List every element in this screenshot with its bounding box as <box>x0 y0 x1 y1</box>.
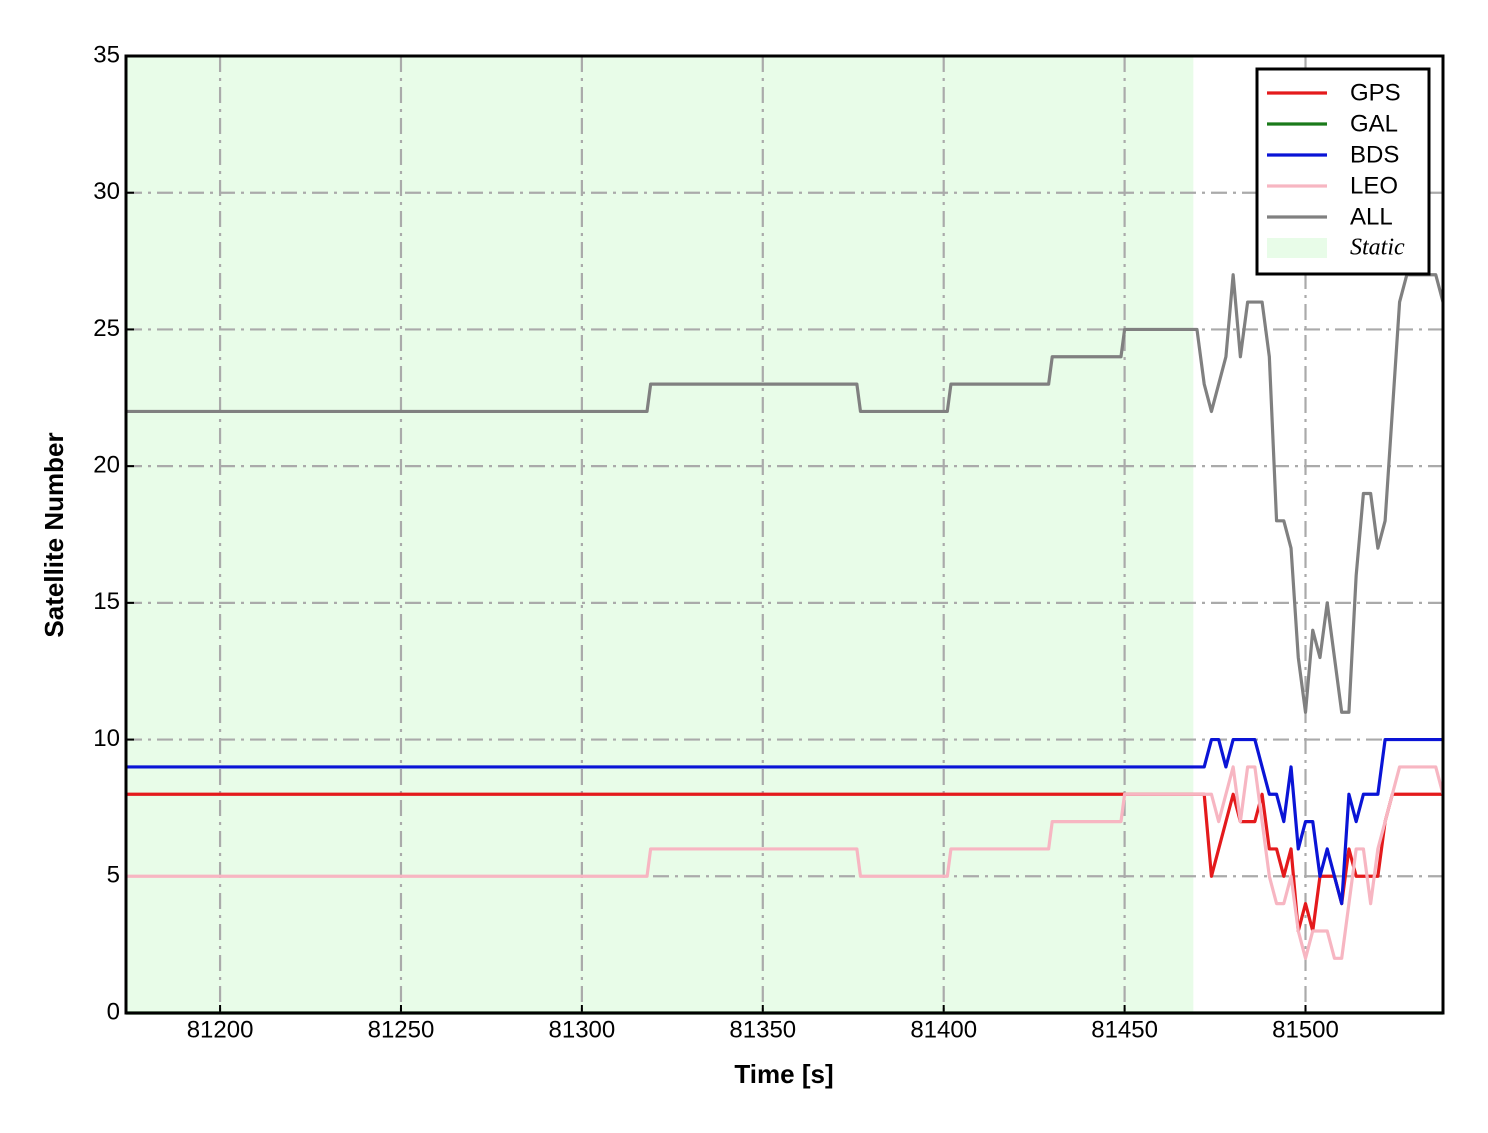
x-axis-label: Time [s] <box>734 1059 833 1089</box>
x-tick-label: 81250 <box>368 1016 435 1043</box>
series-line <box>126 273 1445 714</box>
y-tick-label: 5 <box>107 862 120 889</box>
legend-label: GAL <box>1350 110 1398 137</box>
plot-frame <box>124 54 1445 1015</box>
series-line <box>126 737 1443 906</box>
shaded-region <box>126 56 1194 1013</box>
legend-label: ALL <box>1350 203 1393 230</box>
legend-label: BDS <box>1350 141 1399 168</box>
y-tick-label: 0 <box>107 998 120 1025</box>
series-line <box>126 765 1445 960</box>
y-tick-label: 15 <box>93 588 120 615</box>
legend-label: Static <box>1350 235 1405 261</box>
y-tick-label: 20 <box>93 451 120 478</box>
y-tick-label: 30 <box>93 178 120 205</box>
y-tick-label: 10 <box>93 725 120 752</box>
x-tick-label: 81450 <box>1091 1016 1158 1043</box>
x-tick-label: 81500 <box>1272 1016 1339 1043</box>
y-tick-label: 35 <box>93 41 120 68</box>
x-tick-label: 81350 <box>729 1016 796 1043</box>
y-axis-label: Satellite Number <box>39 432 69 637</box>
x-tick-label: 81400 <box>910 1016 977 1043</box>
legend-label: LEO <box>1350 172 1398 199</box>
x-tick-label: 81300 <box>549 1016 616 1043</box>
y-tick-label: 25 <box>93 315 120 342</box>
legend-swatch <box>1267 238 1327 258</box>
x-tick-label: 81200 <box>187 1016 254 1043</box>
legend-label: GPS <box>1350 79 1401 106</box>
